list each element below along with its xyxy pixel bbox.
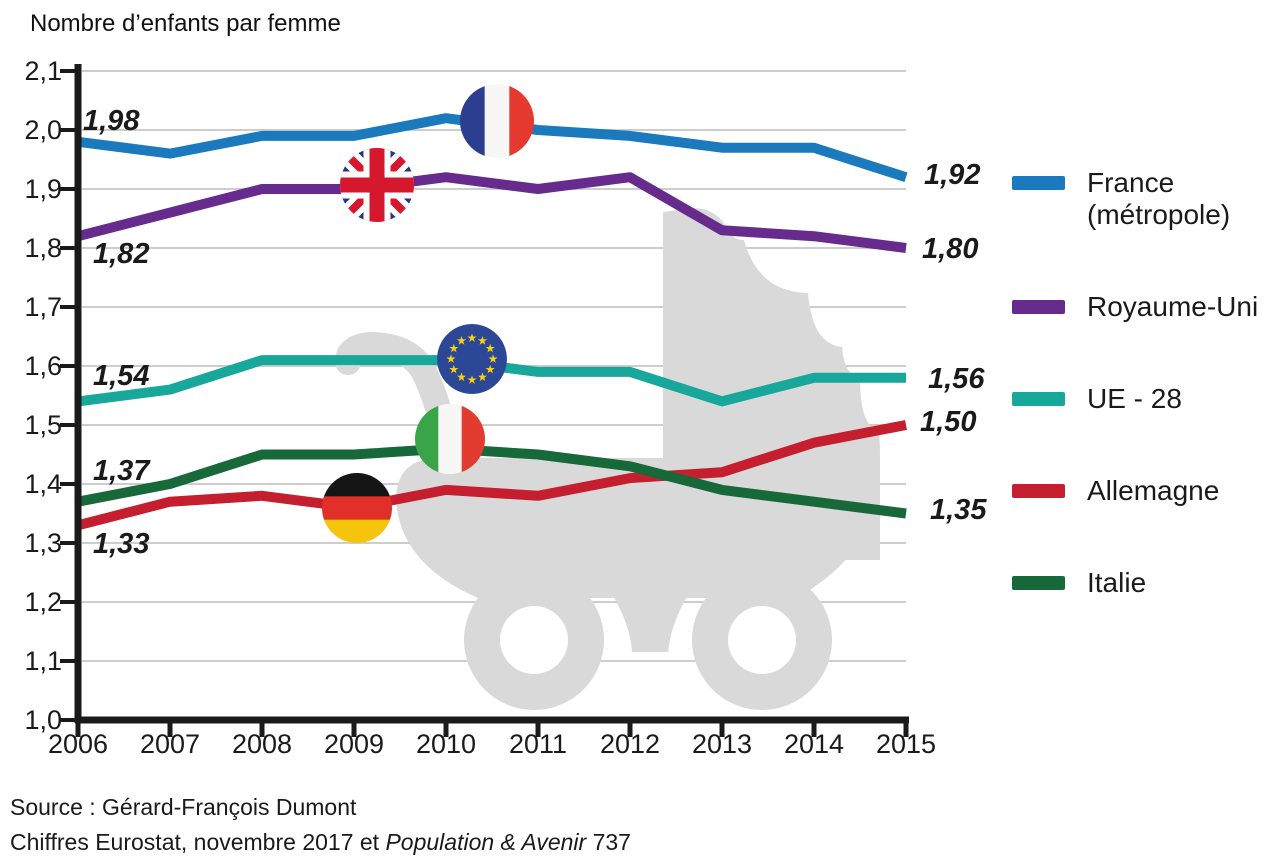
eu-flag-icon (437, 324, 507, 394)
x-tick-label: 2009 (323, 729, 385, 759)
value-label-italie: 1,37 (93, 455, 150, 487)
italy-flag-icon (415, 404, 485, 474)
x-tick-label: 2010 (415, 729, 477, 759)
value-label-royaume-uni: 1,82 (93, 238, 150, 270)
value-label-france: 1,92 (924, 159, 981, 191)
legend-item-allemagne: Allemagne (1012, 475, 1258, 507)
legend-swatch-allemagne (1012, 484, 1065, 498)
y-tick-label: 1,3 (24, 528, 62, 558)
x-tick-label: 2008 (231, 729, 293, 759)
legend-item-ue-28: UE - 28 (1012, 383, 1258, 415)
legend-label-italie: Italie (1087, 567, 1147, 598)
legend-item-france: France (métropole) (1012, 167, 1258, 231)
legend-swatch-italie (1012, 576, 1065, 590)
y-tick-label: 1,4 (24, 469, 62, 499)
x-tick-label: 2015 (875, 729, 937, 759)
y-tick-label: 1,6 (24, 351, 62, 381)
x-tick-label: 2014 (783, 729, 845, 759)
value-label-italie: 1,35 (930, 494, 987, 526)
x-tick-label: 2007 (139, 729, 201, 759)
value-label-allemagne: 1,33 (93, 528, 150, 560)
x-tick-label: 2011 (508, 729, 568, 759)
y-tick-label: 2,0 (24, 115, 62, 145)
uk-flag-icon (340, 148, 414, 222)
y-tick-label: 1,0 (24, 705, 62, 735)
legend-label-allemagne: Allemagne (1087, 475, 1220, 506)
y-tick-label: 2,1 (24, 56, 62, 86)
germany-flag-icon (322, 473, 392, 543)
series-line-royaume-uni (76, 172, 907, 253)
legend-swatch-royaume-uni (1012, 300, 1065, 314)
x-tick-label: 2013 (691, 729, 753, 759)
value-label-france: 1,98 (83, 105, 140, 137)
france-flag-icon (460, 84, 534, 158)
y-tick-label: 1,2 (24, 587, 62, 617)
legend-item-italie: Italie (1012, 567, 1258, 599)
series-line-italie (77, 443, 907, 519)
source-line-2: Chiffres Eurostat, novembre 2017 et Popu… (10, 829, 631, 855)
legend-swatch-france (1012, 176, 1065, 190)
chart-title: Nombre d’enfants par femme (30, 10, 341, 37)
x-tick-label: 2012 (599, 729, 661, 759)
value-label-ue-28: 1,56 (928, 363, 985, 395)
legend-label-ue-28: UE - 28 (1087, 383, 1182, 414)
source-note: Source : Gérard-François Dumont Chiffres… (10, 790, 631, 860)
y-tick-label: 1,7 (24, 292, 62, 322)
legend-swatch-ue-28 (1012, 392, 1065, 406)
y-tick-label: 1,9 (24, 174, 62, 204)
legend-label-royaume-uni: Royaume-Uni (1087, 291, 1259, 322)
source-line-1: Source : Gérard-François Dumont (10, 794, 357, 820)
y-tick-label: 1,8 (24, 233, 62, 263)
y-tick-label: 1,5 (24, 410, 62, 440)
value-label-ue-28: 1,54 (93, 360, 150, 392)
y-tick-label: 1,1 (24, 646, 62, 676)
legend-label-france: France (métropole) (1087, 167, 1231, 230)
axes (60, 64, 909, 737)
flag-markers (322, 84, 534, 543)
legend: France (métropole) Royaume-Uni UE - 28 A… (1012, 167, 1258, 599)
x-tick-label: 2006 (47, 729, 109, 759)
value-label-royaume-uni: 1,80 (922, 233, 979, 265)
legend-item-royaume-uni: Royaume-Uni (1012, 291, 1258, 323)
value-label-allemagne: 1,50 (920, 406, 977, 438)
series-line-allemagne (76, 420, 907, 531)
